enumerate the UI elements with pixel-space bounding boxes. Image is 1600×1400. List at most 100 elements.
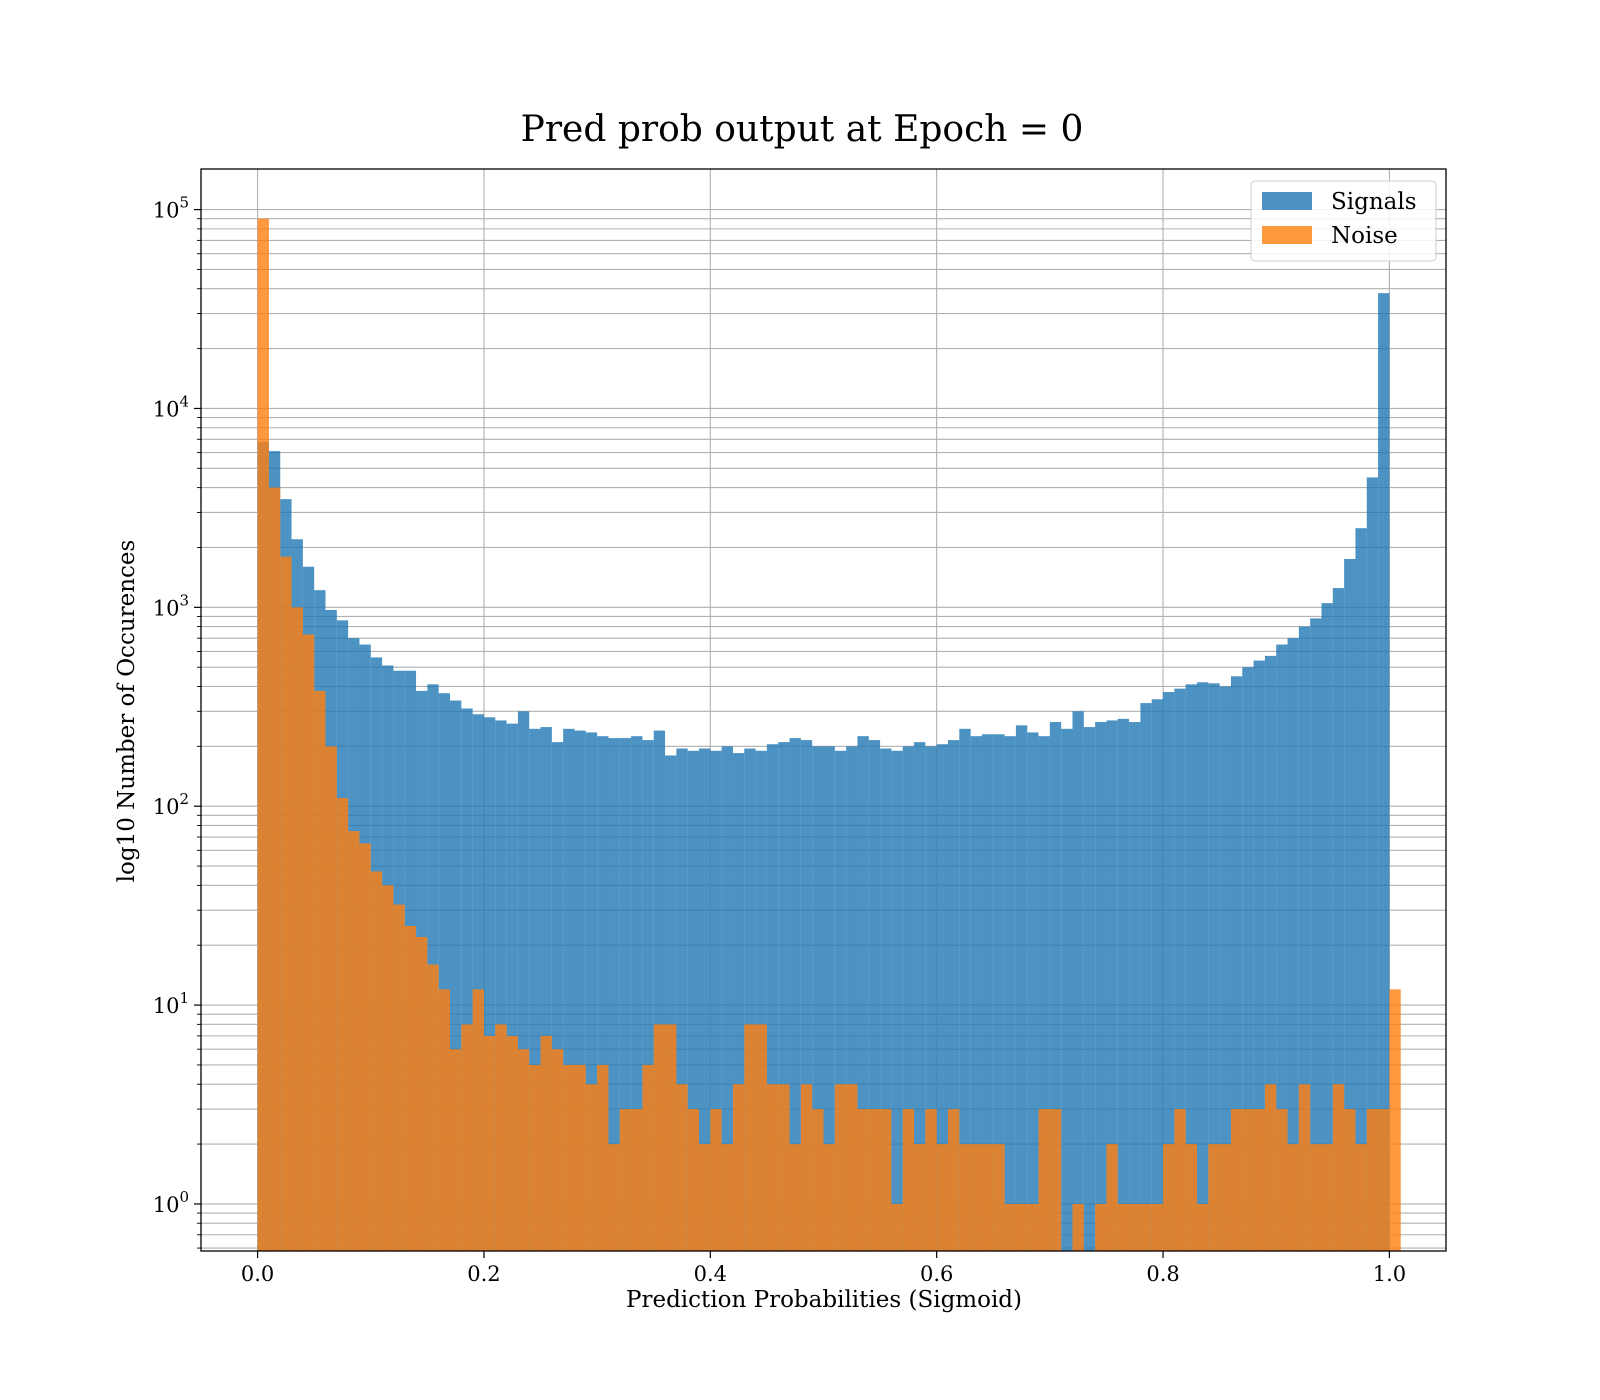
bar-noise	[348, 831, 360, 1251]
bar-signals	[619, 738, 632, 1251]
bar-signals	[642, 740, 654, 1251]
bar-noise	[1015, 1203, 1028, 1251]
bar-signals	[789, 738, 801, 1251]
bar-signals	[450, 700, 462, 1251]
histogram-bars	[257, 218, 1401, 1252]
bar-signals	[574, 730, 586, 1251]
bar-signals	[1197, 682, 1209, 1251]
bar-signals	[1310, 618, 1322, 1251]
bar-signals	[710, 750, 722, 1251]
bar-noise	[721, 1144, 733, 1251]
bar-noise	[1038, 1109, 1050, 1251]
bar-signals	[846, 746, 858, 1251]
y-tick-label: 101	[153, 989, 189, 1018]
bar-noise	[302, 634, 315, 1251]
bar-signals	[766, 744, 779, 1251]
bar-signals	[744, 748, 756, 1251]
bar-noise	[902, 1109, 915, 1251]
bar-noise	[495, 1024, 507, 1251]
bar-noise	[1389, 989, 1401, 1251]
bar-signals	[563, 728, 575, 1251]
bar-noise	[834, 1084, 847, 1251]
bar-noise	[653, 1024, 666, 1251]
bar-noise	[483, 1035, 496, 1251]
bar-noise	[517, 1049, 530, 1251]
bar-noise	[325, 746, 337, 1251]
bar-noise	[823, 1144, 835, 1251]
bar-noise	[1151, 1203, 1164, 1251]
bar-signals	[1264, 655, 1277, 1251]
x-tick-label: 0.8	[1146, 1262, 1179, 1286]
series-noise-bars	[257, 218, 1401, 1251]
bar-noise	[1276, 1109, 1288, 1251]
bar-noise	[438, 989, 450, 1251]
bar-signals	[1049, 722, 1062, 1251]
bar-noise	[925, 1109, 937, 1251]
bar-signals	[1072, 711, 1084, 1251]
bar-signals	[1151, 699, 1164, 1251]
bar-noise	[1219, 1144, 1231, 1251]
y-axis-label: log10 Number of Occurences	[114, 540, 140, 883]
bar-signals	[597, 736, 609, 1251]
bar-noise	[461, 1024, 473, 1251]
bar-noise	[812, 1109, 824, 1251]
bar-noise	[1287, 1144, 1299, 1251]
bar-noise	[370, 871, 383, 1251]
bar-noise	[1129, 1203, 1141, 1251]
bar-signals	[1106, 720, 1118, 1251]
bar-noise	[1321, 1144, 1333, 1251]
bar-noise	[540, 1035, 552, 1251]
bar-noise	[1355, 1144, 1367, 1251]
bar-noise	[710, 1109, 722, 1251]
bar-noise	[1140, 1203, 1152, 1251]
x-tick-label: 0.2	[467, 1262, 500, 1286]
bar-signals	[948, 740, 960, 1251]
legend: Signals Noise	[1250, 180, 1437, 262]
bar-signals	[925, 746, 937, 1251]
bar-signals	[608, 738, 620, 1251]
bar-noise	[948, 1109, 960, 1251]
bar-signals	[1253, 660, 1265, 1251]
bar-noise	[268, 487, 281, 1251]
bar-noise	[1208, 1144, 1220, 1251]
bar-noise	[1117, 1203, 1130, 1251]
legend-label-noise: Noise	[1331, 223, 1398, 249]
bar-signals	[1298, 626, 1311, 1251]
bar-signals	[1219, 686, 1231, 1251]
bar-signals	[1242, 667, 1254, 1251]
bar-noise	[608, 1144, 620, 1251]
bar-signals	[438, 693, 450, 1251]
axes-frame	[200, 168, 1447, 1252]
bar-noise	[1049, 1109, 1062, 1251]
bar-signals	[1287, 638, 1299, 1251]
bar-signals	[665, 755, 677, 1251]
bar-noise	[257, 218, 269, 1251]
bar-signals	[891, 750, 903, 1251]
bar-noise	[665, 1024, 677, 1251]
bar-signals	[1140, 703, 1152, 1251]
bar-signals	[1015, 725, 1028, 1251]
bar-noise	[936, 1144, 948, 1251]
bar-signals	[699, 748, 711, 1251]
bar-signals	[868, 740, 881, 1251]
bar-noise	[506, 1035, 518, 1251]
bar-noise	[778, 1084, 790, 1251]
bar-noise	[766, 1084, 779, 1251]
bar-noise	[744, 1024, 756, 1251]
bar-noise	[846, 1084, 858, 1251]
bar-signals	[1366, 477, 1379, 1251]
bar-noise	[1332, 1084, 1345, 1251]
bar-noise	[1027, 1203, 1039, 1251]
bar-noise	[789, 1144, 801, 1251]
bar-signals	[857, 736, 869, 1251]
bar-signals	[461, 708, 473, 1251]
bar-signals	[936, 744, 948, 1251]
bar-signals	[1355, 528, 1367, 1251]
bar-signals	[880, 748, 892, 1251]
bar-noise	[1185, 1144, 1197, 1251]
y-tick-label: 102	[153, 790, 189, 819]
bar-noise	[574, 1064, 586, 1251]
bar-noise	[642, 1064, 654, 1251]
bar-signals	[993, 734, 1005, 1251]
bar-noise	[1242, 1109, 1254, 1251]
